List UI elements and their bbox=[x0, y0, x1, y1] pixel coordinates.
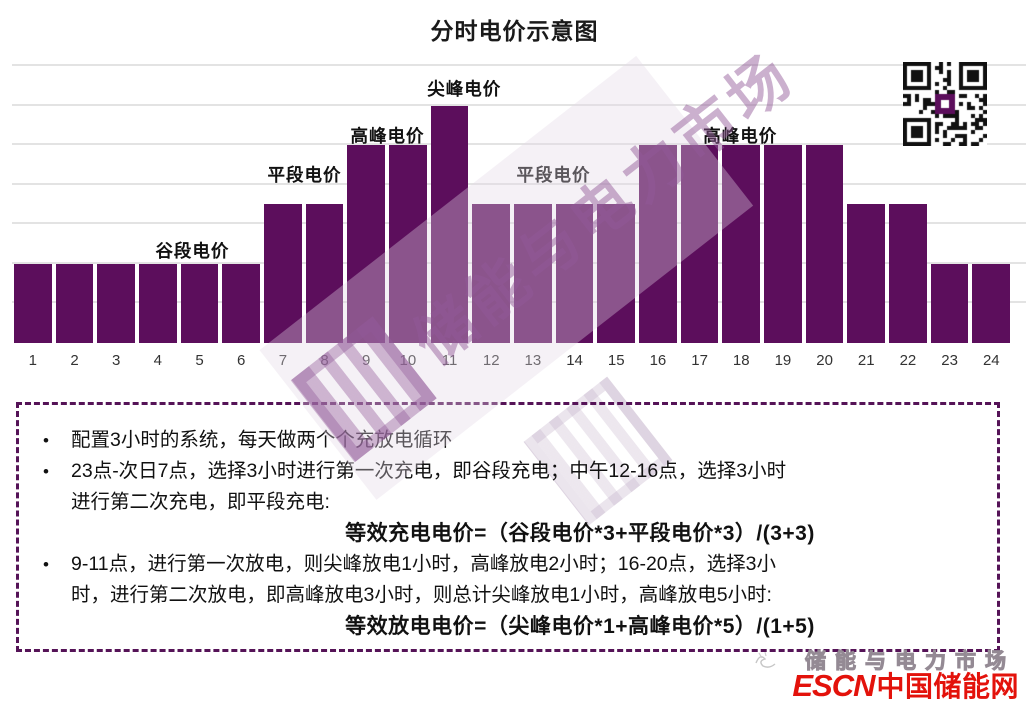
escn-logo-cn: 中国储能网 bbox=[876, 671, 1019, 702]
hour-label: 17 bbox=[691, 352, 708, 369]
bar-hour-1 bbox=[14, 263, 52, 343]
hour-label: 21 bbox=[857, 352, 875, 369]
note-item: 等效放电电价=（尖峰电价*1+高峰电价*5）/(1+5) bbox=[19, 611, 979, 642]
bar-hour-12 bbox=[472, 204, 511, 343]
hour-label: 11 bbox=[441, 352, 458, 369]
hour-label: 19 bbox=[774, 352, 792, 369]
price-segment-label: 高峰电价 bbox=[703, 126, 778, 147]
scribble-icon bbox=[755, 651, 776, 668]
hour-label: 6 bbox=[237, 352, 246, 369]
bar-hour-14 bbox=[555, 204, 594, 343]
bar-hour-4 bbox=[139, 263, 177, 343]
bar-hour-5 bbox=[180, 263, 219, 343]
hour-label: 1 bbox=[28, 352, 37, 369]
bar-hour-13 bbox=[514, 204, 552, 343]
bar-hour-18 bbox=[722, 145, 761, 343]
hour-label: 7 bbox=[278, 352, 288, 369]
gridline bbox=[12, 143, 1026, 146]
note-line: 进行第二次充电，即平段充电: bbox=[71, 491, 330, 513]
note-item: • 9-11点，进行第一次放电，则尖峰放电1小时，高峰放电2小时；16-20点，… bbox=[19, 549, 979, 611]
hour-label: 22 bbox=[899, 352, 917, 369]
hour-label: 2 bbox=[70, 352, 79, 369]
bar-hour-20 bbox=[805, 145, 844, 343]
escn-logo: ESCN中国储能网 bbox=[792, 665, 1019, 705]
qr-code bbox=[903, 62, 987, 146]
hour-label: 4 bbox=[153, 352, 163, 369]
hour-axis-labels: 1 2 3 4 5 6 7 8 9 10 11 12 13 14 15 16 17 18 19 20 21 22 23 24 bbox=[14, 352, 1010, 369]
note-item: • 配置3小时的系统，每天做两个个充放电循环 bbox=[19, 425, 979, 456]
bar-hour-15 bbox=[597, 204, 636, 343]
hour-label: 24 bbox=[982, 352, 1000, 369]
discharge-price-formula: 等效放电电价=（尖峰电价*1+高峰电价*5）/(1+5) bbox=[345, 615, 815, 638]
bar-hour-19 bbox=[764, 145, 802, 343]
hour-label: 13 bbox=[524, 352, 542, 369]
hour-label: 15 bbox=[607, 352, 625, 369]
bar-hour-21 bbox=[847, 204, 886, 343]
bar-hour-2 bbox=[55, 263, 94, 343]
note-item: 等效充电电价=（谷段电价*3+平段电价*3）/(3+3) bbox=[19, 518, 979, 549]
hour-label: 23 bbox=[941, 352, 958, 369]
bar-hour-22 bbox=[889, 204, 927, 343]
footer-watermark-text: 储能与电力市场 bbox=[805, 650, 1015, 674]
escn-logo-latin: ESCN bbox=[792, 668, 875, 703]
hour-label: 14 bbox=[566, 352, 583, 369]
bar-series bbox=[14, 58, 1011, 343]
bar-hour-11 bbox=[430, 105, 469, 343]
gridline bbox=[12, 103, 1026, 106]
hour-label: 20 bbox=[816, 352, 833, 369]
note-item: • 23点-次日7点，选择3小时进行第一次充电，即谷段充电；中午12-16点，选… bbox=[19, 456, 979, 518]
hour-label: 5 bbox=[195, 352, 204, 369]
bar-hour-8 bbox=[305, 204, 344, 343]
notes-list: • 配置3小时的系统，每天做两个个充放电循环 • 23点-次日7点，选择3小时进… bbox=[19, 425, 979, 642]
bullet-icon: • bbox=[43, 555, 49, 574]
price-segment-label: 平段电价 bbox=[516, 165, 591, 186]
hour-label: 18 bbox=[732, 352, 750, 369]
hour-label: 3 bbox=[112, 352, 121, 369]
note-line: 23点-次日7点，选择3小时进行第一次充电，即谷段充电；中午12-16点，选择3… bbox=[71, 460, 787, 482]
bar-hour-16 bbox=[639, 145, 677, 343]
gridline bbox=[12, 182, 1026, 185]
bar-hour-3 bbox=[97, 263, 136, 343]
hour-label: 16 bbox=[649, 352, 667, 369]
price-segment-label: 高峰电价 bbox=[350, 126, 425, 147]
price-segment-label: 谷段电价 bbox=[155, 240, 230, 261]
site-logo: 储能与电力市场 ESCN中国储能网 bbox=[792, 645, 1019, 705]
bar-hour-10 bbox=[389, 145, 427, 343]
bullet-icon: • bbox=[43, 431, 49, 450]
bar-hour-9 bbox=[347, 145, 386, 343]
bullet-icon: • bbox=[43, 462, 49, 481]
hour-label: 10 bbox=[399, 352, 417, 369]
bar-hour-7 bbox=[264, 204, 302, 343]
note-line: 时，进行第二次放电，即高峰放电3小时，则总计尖峰放电1小时，高峰放电5小时: bbox=[71, 584, 772, 606]
charge-price-formula: 等效充电电价=（谷段电价*3+平段电价*3）/(3+3) bbox=[345, 522, 815, 545]
bar-hour-24 bbox=[972, 263, 1011, 343]
tou-price-bar-chart: 谷段电价 平段电价 高峰电价 尖峰电价 平段电价 高峰电价 bbox=[12, 58, 1026, 343]
page-title: 分时电价示意图 bbox=[430, 18, 599, 44]
price-segment-label: 尖峰电价 bbox=[427, 78, 502, 99]
gridline bbox=[12, 63, 1026, 66]
hour-label: 9 bbox=[362, 352, 371, 369]
price-segment-label: 平段电价 bbox=[267, 165, 342, 186]
hour-label: 12 bbox=[482, 352, 500, 369]
bar-hour-17 bbox=[680, 145, 719, 343]
hour-label: 8 bbox=[320, 352, 329, 369]
note-line: 配置3小时的系统，每天做两个个充放电循环 bbox=[71, 429, 453, 451]
bar-hour-23 bbox=[930, 263, 969, 343]
notes-box: • 配置3小时的系统，每天做两个个充放电循环 • 23点-次日7点，选择3小时进… bbox=[16, 402, 1000, 652]
note-line: 9-11点，进行第一次放电，则尖峰放电1小时，高峰放电2小时；16-20点，选择… bbox=[71, 553, 776, 575]
bar-hour-6 bbox=[222, 263, 261, 343]
